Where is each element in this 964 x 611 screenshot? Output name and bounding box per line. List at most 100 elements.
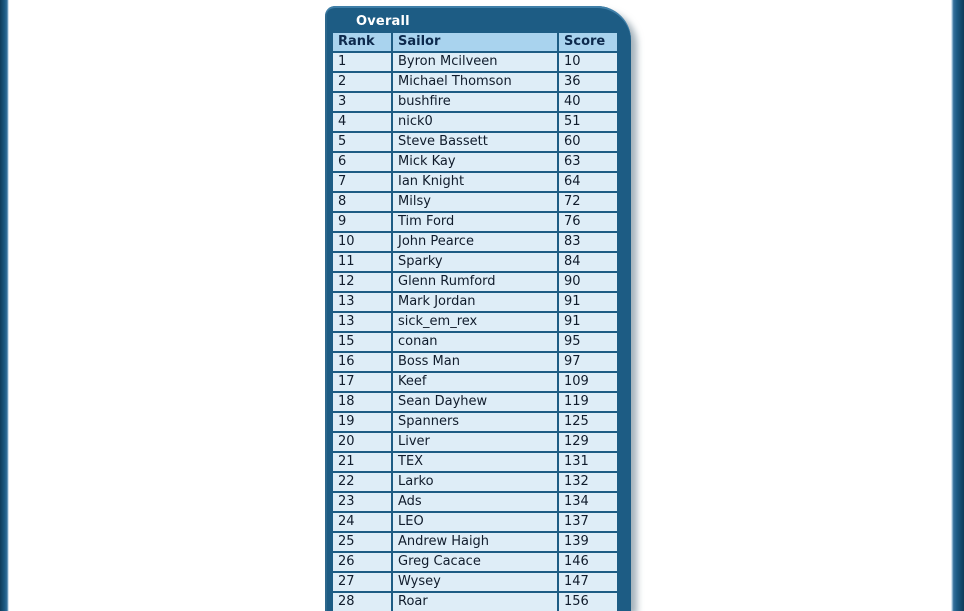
sailor-cell: Larko [391,471,559,493]
sailor-cell: Keef [391,371,559,393]
rank-cell: 15 [331,331,393,353]
rank-cell: 25 [331,531,393,553]
sailor-cell: LEO [391,511,559,533]
score-cell: 51 [557,111,619,133]
table-row: 21 TEX 131 [331,451,619,473]
rank-cell: 26 [331,551,393,573]
sailor-cell: Greg Cacace [391,551,559,573]
sailor-cell: TEX [391,451,559,473]
score-cell: 91 [557,311,619,333]
rank-cell: 8 [331,191,393,213]
rank-cell: 17 [331,371,393,393]
rank-cell: 10 [331,231,393,253]
sailor-cell: Tim Ford [391,211,559,233]
sailor-cell: Milsy [391,191,559,213]
table-row: 24 LEO 137 [331,511,619,533]
table-row: 15 conan 95 [331,331,619,353]
rank-cell: 18 [331,391,393,413]
sailor-cell: Liver [391,431,559,453]
rank-cell: 22 [331,471,393,493]
score-cell: 125 [557,411,619,433]
score-cell: 10 [557,51,619,73]
score-cell: 64 [557,171,619,193]
rank-cell: 27 [331,571,393,593]
score-cell: 132 [557,471,619,493]
table-row: 20 Liver 129 [331,431,619,453]
sailor-cell: John Pearce [391,231,559,253]
score-cell: 147 [557,571,619,593]
score-cell: 139 [557,531,619,553]
table-row: 5 Steve Bassett 60 [331,131,619,153]
sailor-cell: Ian Knight [391,171,559,193]
rank-cell: 3 [331,91,393,113]
table-row: 11 Sparky 84 [331,251,619,273]
rank-cell: 16 [331,351,393,373]
table-row: 13 Mark Jordan 91 [331,291,619,313]
table-row: 27 Wysey 147 [331,571,619,593]
table-row: 22 Larko 132 [331,471,619,493]
rank-cell: 28 [331,591,393,611]
column-header-score: Score [557,31,619,53]
rank-cell: 9 [331,211,393,233]
rank-cell: 21 [331,451,393,473]
rank-cell: 7 [331,171,393,193]
score-cell: 40 [557,91,619,113]
sailor-cell: Spanners [391,411,559,433]
score-cell: 131 [557,451,619,473]
score-cell: 72 [557,191,619,213]
sailor-cell: bushfire [391,91,559,113]
sailor-cell: Roar [391,591,559,611]
table-row: 13 sick_em_rex 91 [331,311,619,333]
score-cell: 129 [557,431,619,453]
column-header-rank: Rank [331,31,393,53]
sailor-cell: Glenn Rumford [391,271,559,293]
table-row: 9 Tim Ford 76 [331,211,619,233]
score-cell: 146 [557,551,619,573]
sailor-cell: Sparky [391,251,559,273]
rank-cell: 1 [331,51,393,73]
score-cell: 134 [557,491,619,513]
sailor-cell: Wysey [391,571,559,593]
table-row: 17 Keef 109 [331,371,619,393]
score-cell: 63 [557,151,619,173]
score-cell: 84 [557,251,619,273]
score-cell: 119 [557,391,619,413]
table-row: 8 Milsy 72 [331,191,619,213]
table-row: 12 Glenn Rumford 90 [331,271,619,293]
table-row: 18 Sean Dayhew 119 [331,391,619,413]
page-right-border [951,0,964,611]
sailor-cell: Mark Jordan [391,291,559,313]
sailor-cell: Byron Mcilveen [391,51,559,73]
table-row: 6 Mick Kay 63 [331,151,619,173]
score-cell: 97 [557,351,619,373]
sailor-cell: Boss Man [391,351,559,373]
table-row: 19 Spanners 125 [331,411,619,433]
page-left-border [0,0,9,611]
leaderboard-table: Rank Sailor Score 1 Byron Mcilveen 10 2 Mich… [331,31,619,611]
panel-title: Overall [356,14,410,29]
table-row: 16 Boss Man 97 [331,351,619,373]
rank-cell: 23 [331,491,393,513]
score-cell: 91 [557,291,619,313]
table-row: 3 bushfire 40 [331,91,619,113]
table-row: 7 Ian Knight 64 [331,171,619,193]
rank-cell: 20 [331,431,393,453]
sailor-cell: Mick Kay [391,151,559,173]
rank-cell: 13 [331,311,393,333]
score-cell: 95 [557,331,619,353]
rank-cell: 24 [331,511,393,533]
rank-cell: 13 [331,291,393,313]
rank-cell: 12 [331,271,393,293]
score-cell: 36 [557,71,619,93]
table-header-row: Rank Sailor Score [331,31,619,53]
sailor-cell: sick_em_rex [391,311,559,333]
score-cell: 83 [557,231,619,253]
sailor-cell: Sean Dayhew [391,391,559,413]
table-row: 28 Roar 156 [331,591,619,611]
sailor-cell: conan [391,331,559,353]
sailor-cell: Ads [391,491,559,513]
score-cell: 156 [557,591,619,611]
rank-cell: 6 [331,151,393,173]
sailor-cell: Steve Bassett [391,131,559,153]
